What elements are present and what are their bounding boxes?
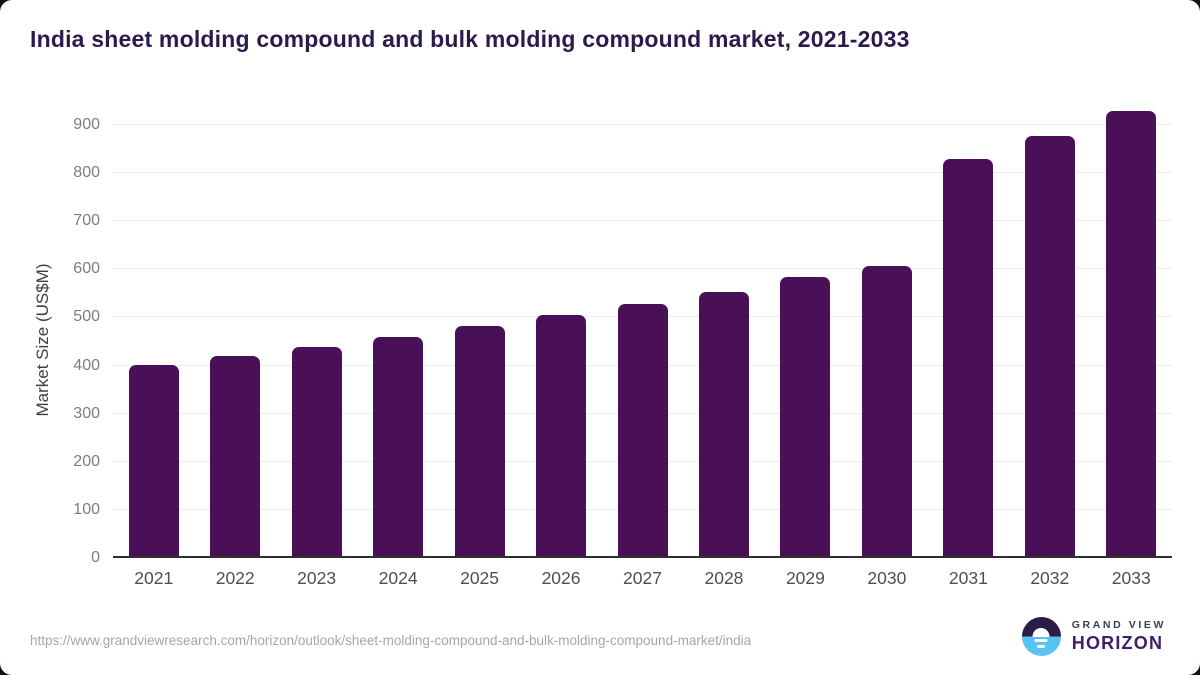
y-tick-label-800: 800 [73, 164, 100, 182]
x-axis-tick-labels: 2021 2022 2023 2024 2025 2026 2027 2028 2029 2030… [113, 568, 1172, 598]
y-tick-label-100: 100 [73, 500, 100, 518]
bar-2030 [861, 265, 912, 558]
x-tick-label-2024: 2024 [378, 568, 418, 588]
bar-2031 [943, 158, 994, 558]
bar-2032 [1024, 136, 1075, 558]
plot-area [113, 98, 1172, 558]
logo-horizon-label: HORIZON [1071, 633, 1164, 653]
x-tick-label-2022: 2022 [215, 568, 255, 588]
bar-2027 [617, 303, 668, 558]
y-tick-label-600: 600 [73, 260, 100, 278]
x-tick-label-2030: 2030 [867, 568, 907, 588]
y-tick-label-500: 500 [73, 308, 100, 326]
x-tick-label-2031: 2031 [948, 568, 988, 588]
grand-view-horizon-logo: GRAND VIEW HORIZON [1021, 617, 1166, 656]
y-tick-label-700: 700 [73, 212, 100, 230]
reflection-line [1037, 645, 1046, 648]
gridline-600 [113, 268, 1172, 270]
x-tick-label-2028: 2028 [704, 568, 744, 588]
bar-2029 [780, 277, 831, 558]
y-tick-label-300: 300 [73, 404, 100, 422]
horizon-sunrise-icon [1021, 617, 1061, 656]
x-tick-label-2029: 2029 [785, 568, 825, 588]
chart-title: India sheet molding compound and bulk mo… [30, 26, 910, 52]
source-url: https://www.grandviewresearch.com/horizo… [30, 633, 752, 648]
bar-2025 [454, 326, 505, 558]
bar-2028 [698, 291, 749, 558]
x-tick-label-2032: 2032 [1030, 568, 1070, 588]
y-axis-tick-labels: 0 100 200 300 400 500 600 700 800 900 [0, 98, 100, 566]
logo-grand-view-label: GRAND VIEW [1071, 619, 1166, 631]
x-tick-label-2021: 2021 [134, 568, 174, 588]
bar-2023 [291, 347, 342, 558]
bar-2021 [128, 365, 179, 558]
y-tick-label-0: 0 [91, 549, 100, 566]
reflection-line [1034, 639, 1048, 642]
y-tick-label-400: 400 [73, 356, 100, 374]
y-tick-label-900: 900 [73, 116, 100, 133]
x-tick-label-2033: 2033 [1111, 568, 1151, 588]
gridline-700 [113, 220, 1172, 222]
bar-2026 [536, 314, 587, 558]
x-axis-line [113, 556, 1172, 558]
y-tick-label-200: 200 [73, 452, 100, 470]
x-tick-label-2026: 2026 [541, 568, 581, 588]
bar-2033 [1106, 111, 1157, 558]
bar-2022 [210, 355, 261, 558]
x-tick-label-2027: 2027 [623, 568, 662, 588]
logo-text: GRAND VIEW HORIZON [1072, 619, 1166, 654]
x-tick-label-2025: 2025 [460, 568, 500, 588]
bar-2024 [373, 337, 424, 558]
gridline-900 [113, 124, 1172, 125]
sun-dome-shape [1032, 627, 1050, 637]
gridline-800 [113, 172, 1172, 174]
x-tick-label-2023: 2023 [297, 568, 337, 588]
